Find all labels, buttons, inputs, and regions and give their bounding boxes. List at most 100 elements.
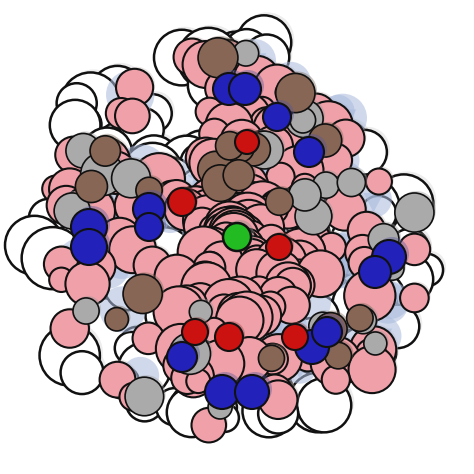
Circle shape: [227, 337, 272, 382]
Circle shape: [257, 344, 288, 374]
Circle shape: [71, 209, 107, 245]
Polygon shape: [218, 256, 242, 280]
Circle shape: [32, 196, 72, 236]
Circle shape: [219, 191, 264, 236]
Circle shape: [232, 180, 270, 218]
Circle shape: [234, 109, 279, 154]
Circle shape: [150, 157, 194, 201]
Circle shape: [228, 223, 278, 273]
Polygon shape: [182, 186, 201, 205]
Circle shape: [176, 238, 229, 292]
Circle shape: [326, 189, 360, 223]
Circle shape: [191, 298, 214, 321]
Circle shape: [268, 186, 295, 213]
Polygon shape: [242, 53, 266, 76]
Circle shape: [192, 235, 228, 272]
Circle shape: [214, 401, 242, 429]
Circle shape: [179, 188, 231, 240]
Circle shape: [259, 285, 289, 315]
Circle shape: [294, 172, 320, 198]
Circle shape: [75, 214, 106, 244]
Circle shape: [229, 335, 273, 380]
Circle shape: [286, 103, 348, 165]
Circle shape: [223, 260, 268, 304]
Circle shape: [73, 262, 103, 292]
Circle shape: [223, 160, 254, 191]
Circle shape: [44, 173, 71, 200]
Circle shape: [123, 324, 155, 356]
Circle shape: [228, 262, 267, 301]
Circle shape: [273, 245, 334, 305]
Circle shape: [212, 204, 255, 247]
Circle shape: [390, 229, 429, 268]
Circle shape: [205, 71, 241, 107]
Circle shape: [187, 195, 226, 234]
Circle shape: [226, 178, 257, 210]
Circle shape: [212, 212, 264, 264]
Circle shape: [291, 222, 331, 263]
Circle shape: [214, 257, 271, 314]
Circle shape: [135, 151, 187, 203]
Circle shape: [148, 293, 189, 333]
Circle shape: [257, 290, 287, 319]
Circle shape: [375, 237, 409, 271]
Circle shape: [268, 161, 297, 189]
Circle shape: [94, 151, 137, 194]
Circle shape: [219, 169, 250, 201]
Circle shape: [204, 225, 255, 275]
Circle shape: [292, 264, 354, 326]
Circle shape: [352, 324, 398, 371]
Circle shape: [118, 329, 150, 361]
Circle shape: [162, 291, 198, 326]
Circle shape: [280, 210, 330, 261]
Circle shape: [75, 296, 101, 322]
Polygon shape: [86, 177, 105, 196]
Circle shape: [184, 228, 245, 288]
Circle shape: [200, 302, 252, 354]
Circle shape: [125, 273, 164, 311]
Circle shape: [111, 159, 150, 198]
Circle shape: [225, 191, 275, 241]
Circle shape: [136, 91, 175, 130]
Polygon shape: [285, 185, 301, 200]
Circle shape: [271, 122, 311, 163]
Circle shape: [200, 139, 225, 164]
Circle shape: [191, 224, 234, 267]
Circle shape: [351, 344, 398, 391]
Circle shape: [5, 216, 64, 275]
Circle shape: [322, 365, 350, 394]
Circle shape: [317, 233, 346, 262]
Circle shape: [158, 322, 208, 372]
Circle shape: [204, 201, 246, 244]
Circle shape: [220, 324, 244, 347]
Circle shape: [192, 161, 246, 215]
Circle shape: [310, 197, 352, 239]
Circle shape: [65, 256, 108, 299]
Circle shape: [308, 201, 349, 242]
Circle shape: [324, 189, 366, 231]
Circle shape: [76, 170, 104, 198]
Circle shape: [173, 360, 205, 392]
Polygon shape: [225, 230, 249, 252]
Circle shape: [198, 135, 242, 178]
Circle shape: [167, 220, 201, 255]
Circle shape: [207, 222, 257, 272]
Circle shape: [190, 175, 240, 225]
Circle shape: [178, 357, 209, 389]
Circle shape: [94, 63, 147, 116]
Circle shape: [277, 266, 313, 302]
Circle shape: [111, 224, 158, 271]
Circle shape: [229, 73, 261, 105]
Polygon shape: [237, 274, 259, 295]
Circle shape: [195, 137, 239, 181]
Circle shape: [70, 265, 100, 296]
Circle shape: [312, 334, 363, 385]
Circle shape: [244, 266, 296, 319]
Circle shape: [77, 247, 115, 285]
Circle shape: [224, 168, 272, 216]
Circle shape: [209, 172, 266, 228]
Circle shape: [265, 263, 310, 308]
Circle shape: [341, 174, 403, 236]
Circle shape: [224, 171, 261, 209]
Circle shape: [233, 81, 275, 123]
